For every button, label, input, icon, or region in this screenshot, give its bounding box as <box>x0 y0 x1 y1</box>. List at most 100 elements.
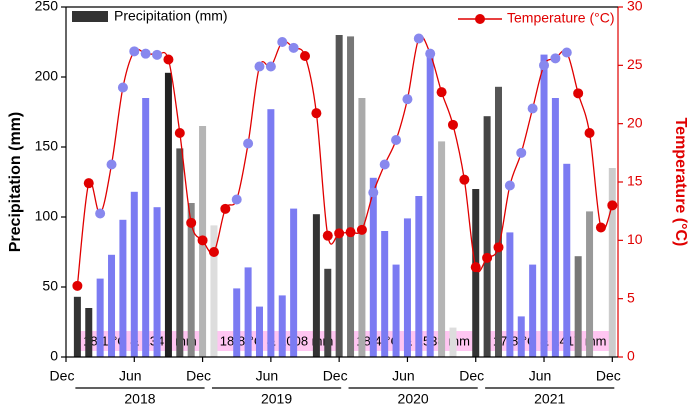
bar <box>210 225 218 357</box>
temperature-marker <box>379 159 390 170</box>
bar <box>574 256 582 357</box>
temperature-marker <box>402 94 413 105</box>
x-tick-label: Jun <box>392 368 415 384</box>
temperature-marker <box>117 82 128 93</box>
temperature-marker <box>106 159 117 170</box>
temperature-marker <box>368 187 379 198</box>
x-tick-label: Dec <box>50 368 75 384</box>
bar <box>551 98 559 357</box>
bar <box>381 231 389 357</box>
bar <box>483 116 491 357</box>
y-tick-label: 250 <box>35 0 59 14</box>
temperature-marker <box>470 262 481 273</box>
bar <box>540 54 548 357</box>
bar <box>324 268 332 357</box>
temperature-marker <box>595 222 606 233</box>
temperature-marker <box>447 119 458 130</box>
bar <box>347 36 355 358</box>
y-tick-label: 100 <box>35 208 59 224</box>
temperature-marker <box>83 178 94 189</box>
temperature-marker <box>413 33 424 44</box>
temperature-marker <box>243 138 254 149</box>
bar <box>108 254 116 357</box>
annotation-box <box>212 331 341 351</box>
bar <box>506 232 514 357</box>
y-tick-label: 150 <box>35 138 59 154</box>
temperature-marker <box>425 48 436 59</box>
temperature-marker <box>163 54 174 65</box>
x-tick-label: Dec <box>596 368 621 384</box>
bar <box>392 264 400 357</box>
bar <box>164 72 172 358</box>
bar <box>290 208 298 357</box>
temperature-marker <box>584 128 595 138</box>
temperature-marker <box>72 280 83 291</box>
temperature-marker <box>356 224 367 235</box>
x-tick-label: Jun <box>119 368 142 384</box>
temperature-marker <box>174 128 185 138</box>
year-label: 2020 <box>398 391 429 407</box>
x-tick-label: Jun <box>256 368 279 384</box>
temperature-marker <box>334 228 345 239</box>
bar <box>233 288 241 357</box>
temperature-marker <box>231 194 242 205</box>
bar <box>85 308 93 357</box>
y2-tick-label: 15 <box>627 173 643 189</box>
y2-tick-label: 25 <box>627 56 643 72</box>
bar <box>153 207 161 357</box>
temperature-marker <box>550 53 561 64</box>
bar <box>608 168 616 357</box>
bar <box>312 214 320 357</box>
year-label: 2019 <box>261 391 292 407</box>
year-label: 2021 <box>534 391 565 407</box>
bar <box>426 54 434 357</box>
bar <box>494 86 502 358</box>
temperature-marker <box>208 247 219 257</box>
temperature-marker <box>573 88 584 99</box>
temperature-marker <box>345 227 356 238</box>
x-tick-label: Dec <box>186 368 211 384</box>
temperature-marker <box>322 230 333 241</box>
bar <box>142 98 150 357</box>
bar <box>119 219 127 357</box>
temperature-marker <box>186 217 197 228</box>
temperature-marker <box>129 46 140 57</box>
bar <box>278 295 286 357</box>
x-tick-label: Dec <box>323 368 348 384</box>
year-label: 2018 <box>124 391 155 407</box>
legend-swatch <box>72 11 108 22</box>
temperature-marker <box>539 60 550 71</box>
bar <box>73 296 81 357</box>
temperature-marker <box>516 147 527 158</box>
bar <box>449 327 457 357</box>
temperature-marker <box>265 61 276 72</box>
temperature-marker <box>504 180 515 191</box>
bar <box>255 306 263 357</box>
y2-tick-label: 10 <box>627 231 643 247</box>
bar <box>176 148 184 357</box>
annotation-box <box>348 331 478 351</box>
y2-tick-label: 20 <box>627 114 643 130</box>
x-tick-label: Jun <box>529 368 552 384</box>
bar <box>187 203 195 357</box>
y-tick-label: 200 <box>35 68 59 84</box>
temperature-marker <box>493 242 504 253</box>
temperature-marker <box>391 135 402 145</box>
bar <box>415 196 423 357</box>
temperature-marker <box>482 252 493 263</box>
y-tick-label: 0 <box>50 348 58 364</box>
temperature-marker <box>140 48 151 59</box>
y2-tick-label: 30 <box>627 0 643 14</box>
bar <box>369 177 377 357</box>
temperature-marker <box>300 51 311 61</box>
temperature-marker <box>288 42 299 53</box>
temperature-marker <box>607 200 618 211</box>
bar <box>586 211 594 357</box>
y2-tick-label: 5 <box>627 289 635 305</box>
temperature-marker <box>527 103 538 114</box>
temperature-marker <box>459 174 470 185</box>
bar <box>472 189 480 357</box>
temperature-marker <box>436 87 447 98</box>
bar <box>517 316 525 357</box>
